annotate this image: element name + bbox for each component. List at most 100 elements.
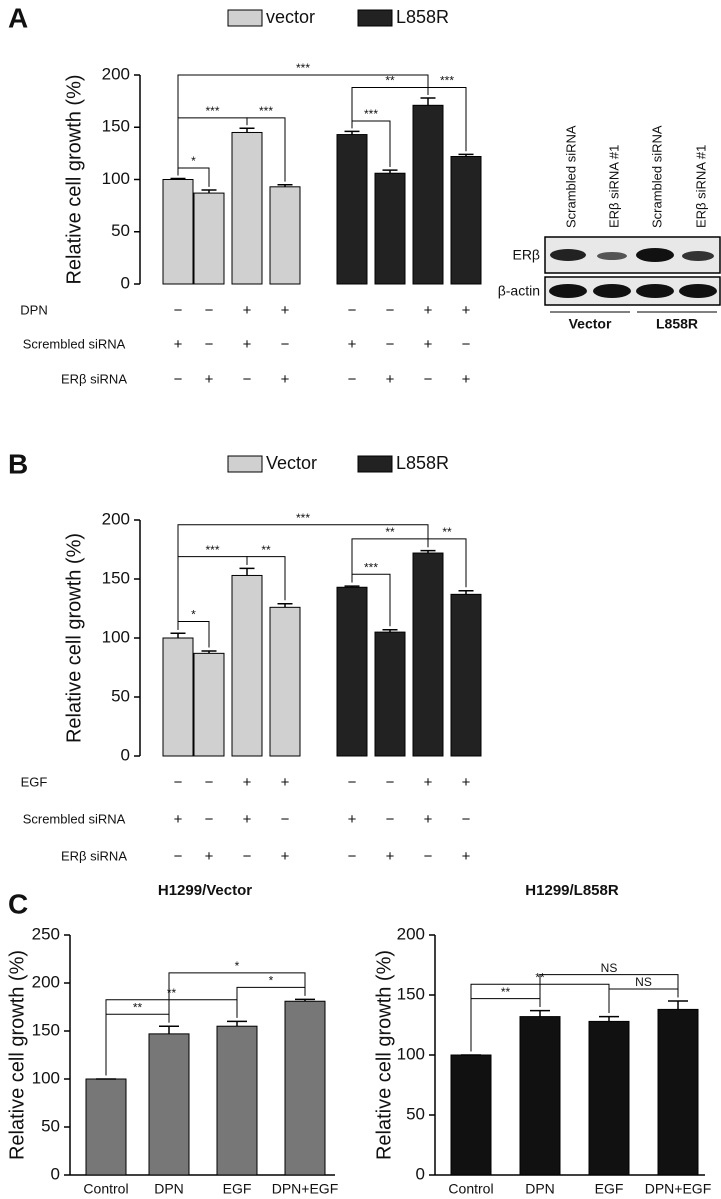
bar xyxy=(284,1000,326,1176)
error-bar xyxy=(382,169,398,174)
condition-label: EGF xyxy=(21,774,48,789)
band xyxy=(593,284,631,298)
condition-sign: − xyxy=(424,371,433,388)
bar xyxy=(193,652,225,757)
bar xyxy=(269,606,301,757)
condition-sign: + xyxy=(462,774,471,791)
significance-label: * xyxy=(269,973,274,987)
y-tick-label: 150 xyxy=(102,568,130,587)
condition-sign: + xyxy=(424,811,433,828)
y-tick-label: 100 xyxy=(102,627,130,646)
y-tick-label: 0 xyxy=(121,273,130,292)
x-tick-label: DPN+EGF xyxy=(272,1181,339,1197)
y-tick-label: 150 xyxy=(32,1020,60,1039)
y-tick-label: 100 xyxy=(32,1068,60,1087)
condition-sign: + xyxy=(243,774,252,791)
y-tick-label: 250 xyxy=(32,924,60,943)
significance-label: *** xyxy=(205,104,219,118)
condition-sign: − xyxy=(281,811,290,828)
band xyxy=(636,248,674,262)
condition-sign: − xyxy=(174,848,183,865)
lane-label: ERβ siRNA #1 xyxy=(606,145,621,228)
condition-sign: − xyxy=(348,848,357,865)
significance-label: *** xyxy=(364,107,378,121)
legend-label: Vector xyxy=(266,453,317,473)
legend-label: L858R xyxy=(396,7,449,27)
y-tick-label: 200 xyxy=(32,972,60,991)
x-tick-label: EGF xyxy=(223,1181,252,1197)
bar xyxy=(657,1008,699,1176)
error-bar xyxy=(458,153,474,157)
condition-sign: − xyxy=(205,336,214,353)
error-bar xyxy=(170,632,186,638)
x-tick-label: DPN+EGF xyxy=(645,1181,712,1197)
significance-label: *** xyxy=(259,104,273,118)
condition-sign: − xyxy=(386,302,395,319)
significance-bracket xyxy=(105,999,238,1076)
condition-sign: − xyxy=(424,848,433,865)
condition-sign: + xyxy=(243,336,252,353)
row-label: β-actin xyxy=(498,283,540,299)
band xyxy=(549,284,587,298)
condition-sign: + xyxy=(386,371,395,388)
error-bar xyxy=(668,1000,688,1010)
error-bar xyxy=(344,585,360,588)
error-bar xyxy=(295,998,315,1002)
significance-label: ** xyxy=(133,1000,143,1014)
bar xyxy=(374,631,406,757)
significance-label: ** xyxy=(385,74,395,88)
band xyxy=(636,284,674,298)
condition-sign: − xyxy=(386,336,395,353)
lane-label: ERβ siRNA #1 xyxy=(693,145,708,228)
significance-label: *** xyxy=(296,61,310,75)
condition-sign: − xyxy=(462,811,471,828)
y-tick-label: 150 xyxy=(397,984,425,1003)
y-tick-label: 200 xyxy=(397,924,425,943)
x-tick-label: Control xyxy=(448,1181,493,1197)
error-bar xyxy=(420,97,436,106)
bar xyxy=(336,586,368,757)
y-axis-label: Relative cell growth (%) xyxy=(63,533,85,743)
significance-label: ** xyxy=(442,525,452,539)
y-tick-label: 50 xyxy=(111,686,130,705)
y-axis-label: Relative cell growth (%) xyxy=(373,950,395,1160)
condition-sign: + xyxy=(281,774,290,791)
bar xyxy=(193,192,225,285)
y-tick-label: 0 xyxy=(121,745,130,764)
chart-title: H1299/Vector xyxy=(158,882,252,899)
error-bar xyxy=(458,590,474,595)
bar xyxy=(519,1016,561,1176)
condition-sign: + xyxy=(205,371,214,388)
condition-sign: − xyxy=(243,848,252,865)
row-label: ERβ xyxy=(512,247,540,263)
band xyxy=(597,252,627,260)
bar xyxy=(450,156,482,285)
panel-label: C xyxy=(8,888,28,919)
significance-label: ** xyxy=(261,543,271,557)
y-axis-label: Relative cell growth (%) xyxy=(63,74,85,284)
condition-label: ERβ siRNA xyxy=(61,848,127,863)
condition-sign: − xyxy=(348,774,357,791)
condition-sign: + xyxy=(205,848,214,865)
condition-sign: + xyxy=(174,811,183,828)
condition-label: ERβ siRNA xyxy=(61,371,127,386)
legend-label: L858R xyxy=(396,453,449,473)
bar xyxy=(231,574,263,757)
condition-sign: + xyxy=(462,371,471,388)
chart-title: H1299/L858R xyxy=(525,882,619,899)
error-bar xyxy=(530,1009,550,1017)
bar xyxy=(85,1078,127,1176)
significance-label: *** xyxy=(205,543,219,557)
condition-sign: + xyxy=(281,371,290,388)
significance-label: *** xyxy=(440,74,454,88)
condition-sign: − xyxy=(386,811,395,828)
y-tick-label: 100 xyxy=(102,169,130,188)
error-bar xyxy=(599,1015,619,1022)
band xyxy=(679,284,717,298)
bar xyxy=(412,104,444,285)
bar xyxy=(588,1020,630,1176)
y-tick-label: 150 xyxy=(102,117,130,136)
significance-label: *** xyxy=(296,511,310,525)
condition-label: Scrembled siRNA xyxy=(23,811,126,826)
y-tick-label: 0 xyxy=(51,1164,60,1183)
